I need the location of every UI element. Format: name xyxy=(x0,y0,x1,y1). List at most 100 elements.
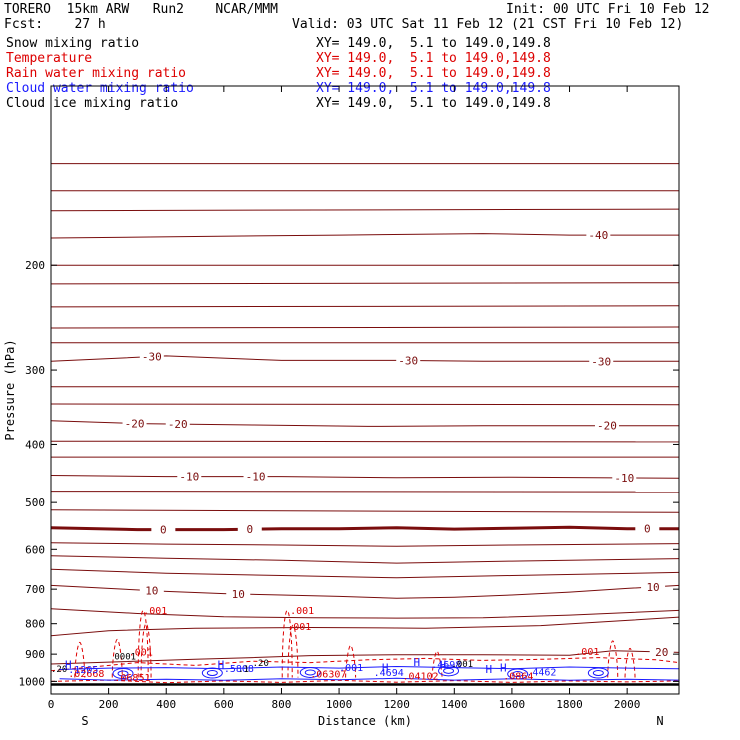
isotherm-label-bg xyxy=(139,583,164,597)
rain-contour xyxy=(607,640,619,678)
isotherm-label: 0 xyxy=(246,523,253,536)
isotherm-label-bg xyxy=(237,522,262,536)
isotherm-label-bg xyxy=(243,469,268,483)
x-tick-label: 1200 xyxy=(383,698,410,711)
cloud-water-contour xyxy=(59,665,680,670)
x-tick-label: 400 xyxy=(156,698,176,711)
x-axis-title: Distance (km) xyxy=(318,714,412,728)
high-marker: H xyxy=(486,663,493,676)
isotherm-label: 10 xyxy=(145,585,158,598)
y-tick-label: 800 xyxy=(25,618,45,631)
isotherm-label: -10 xyxy=(614,472,634,485)
isotherm-label-bg xyxy=(151,522,176,536)
x-tick-label: 2000 xyxy=(614,698,641,711)
cloud-water-label: .4462 xyxy=(526,668,556,679)
isotherm-label: 10 xyxy=(646,581,659,594)
high-marker: H xyxy=(439,659,446,672)
cloud-water-contour xyxy=(587,667,609,679)
field-xy-cloud-ice: XY= 149.0, 5.1 to 149.0,149.8 xyxy=(316,96,551,111)
y-tick-label: 600 xyxy=(25,543,45,556)
cloud-water-contour xyxy=(59,677,680,681)
temperature-isotherm xyxy=(50,282,680,285)
plot-frame xyxy=(50,85,680,695)
temperature-isotherm xyxy=(50,440,680,443)
x-tick-label: 600 xyxy=(214,698,234,711)
cloud-water-contour xyxy=(201,667,223,679)
high-marker: H xyxy=(65,659,72,672)
isotherm-label-bg xyxy=(396,353,421,367)
isotherm-label-bg xyxy=(589,354,614,368)
contour-label: .20 xyxy=(51,665,67,675)
forecast-hour: Fcst: 27 h xyxy=(4,17,106,32)
x-tick-label: 1400 xyxy=(441,698,468,711)
rain-label: .04102 xyxy=(402,671,438,682)
isotherm-label: 0 xyxy=(160,524,167,537)
cloud-water-contour xyxy=(592,669,604,676)
field-name-snow: Snow mixing ratio xyxy=(6,36,140,51)
x-tick-label: 1800 xyxy=(556,698,583,711)
rain-label: .06851 xyxy=(114,673,150,684)
rain-label: .001 xyxy=(575,647,599,658)
cloud-water-contour xyxy=(438,665,460,677)
cloud-water-contour xyxy=(512,671,524,678)
cloud-water-label: .4694 xyxy=(374,668,404,679)
y-axis-title: Pressure (hPa) xyxy=(3,339,17,440)
isotherm-label-bg xyxy=(177,469,202,483)
rain-contour xyxy=(111,638,123,678)
isotherm-label: -20 xyxy=(597,420,617,433)
field-xy-temperature: XY= 149.0, 5.1 to 149.0,149.8 xyxy=(316,51,551,66)
x-tick-label: 1600 xyxy=(499,698,526,711)
temperature-isotherm xyxy=(50,555,680,564)
field-name-temperature: Temperature xyxy=(6,51,93,66)
temperature-isotherm xyxy=(50,403,680,406)
temperature-isotherm xyxy=(50,326,680,329)
rain-label: .001 xyxy=(290,606,314,617)
cloud-water-contour xyxy=(206,669,218,676)
x-tick-label: 200 xyxy=(99,698,119,711)
cloud-water-contour xyxy=(112,668,134,680)
init-time: Init: 00 UTC Fri 10 Feb 12 xyxy=(506,2,710,17)
high-marker: H xyxy=(218,659,225,672)
cloud-water-contour xyxy=(443,667,455,674)
isotherm-label-bg xyxy=(612,470,637,484)
temperature-isotherm xyxy=(50,608,680,619)
rain-contour xyxy=(287,624,299,678)
temperature-isotherm xyxy=(50,509,680,513)
field-name-rain: Rain water mixing ratio xyxy=(6,66,187,81)
temperature-isotherm xyxy=(50,568,680,579)
contour-label: .20 xyxy=(253,659,269,669)
isotherm-label-bg xyxy=(594,418,619,432)
y-tick-label: 500 xyxy=(25,496,45,509)
rain-label: .001 xyxy=(143,606,167,617)
isotherm-label: 0 xyxy=(644,523,651,536)
temperature-isotherm xyxy=(50,208,680,212)
rain-contour xyxy=(50,657,680,672)
cloud-water-label: .5808 xyxy=(224,664,254,675)
cloud-water-label: .4698 xyxy=(431,660,461,671)
y-tick-label: 700 xyxy=(25,583,45,596)
field-xy-snow: XY= 149.0, 5.1 to 149.0,149.8 xyxy=(316,36,551,51)
x-tick-label: 1000 xyxy=(326,698,353,711)
contour-label: 0001 xyxy=(114,652,136,662)
high-marker: H xyxy=(500,661,507,674)
y-tick-label: 900 xyxy=(25,648,45,661)
cloud-water-label: .001 xyxy=(339,663,363,674)
y-tick-label: 200 xyxy=(25,259,45,272)
y-tick-label: 300 xyxy=(25,364,45,377)
isotherm-label: -40 xyxy=(588,229,608,242)
rain-label: .001 xyxy=(129,648,153,659)
isotherm-label: -20 xyxy=(125,418,145,431)
isotherm-label: -10 xyxy=(246,471,266,484)
isotherm-label: 20 xyxy=(655,646,668,659)
isotherm-label-bg xyxy=(586,228,611,242)
model-title: TORERO 15km ARW Run2 NCAR/MMM xyxy=(4,2,278,17)
rain-contour xyxy=(50,679,680,684)
cloud-water-contour xyxy=(304,669,316,676)
rain-label: .001 xyxy=(287,622,311,633)
contour-label: .001 xyxy=(451,660,473,670)
temperature-isotherm xyxy=(50,305,680,308)
x-tick-label: 800 xyxy=(272,698,292,711)
temperature-isotherm--40 xyxy=(50,233,679,239)
rain-label: .02668 xyxy=(68,669,104,680)
